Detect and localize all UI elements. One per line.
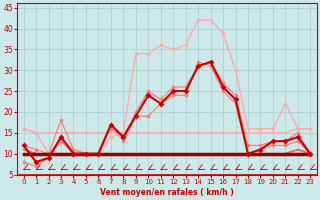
X-axis label: Vent moyen/en rafales ( km/h ): Vent moyen/en rafales ( km/h ) <box>100 188 234 197</box>
